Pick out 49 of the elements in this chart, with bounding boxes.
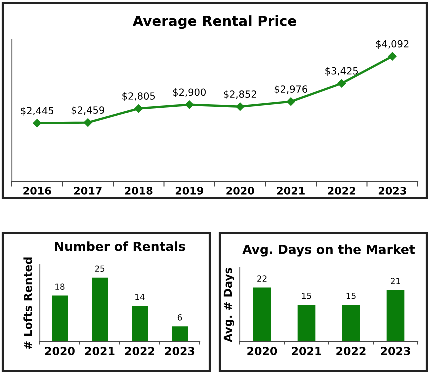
x-tick-label: 2023 — [381, 347, 410, 356]
data-label: 6 — [178, 314, 182, 321]
chart-title: Avg. Days on the Market — [242, 244, 416, 257]
x-tick-label: 2021 — [292, 347, 322, 356]
x-tick-label: 2021 — [277, 187, 305, 195]
point — [286, 98, 296, 106]
bar — [132, 306, 148, 342]
chart-title: Number of Rentals — [55, 242, 186, 252]
y-axis-title: # Lofts Rented — [24, 258, 32, 350]
point — [236, 102, 245, 111]
x-tick-label: 2022 — [328, 187, 356, 195]
data-label: 21 — [391, 278, 400, 284]
x-tick-label: 2022 — [336, 347, 366, 356]
data-label: $2,459 — [72, 106, 104, 116]
bar — [52, 296, 68, 342]
data-label: $2,852 — [224, 90, 256, 100]
x-tick-label: 2016 — [24, 187, 52, 195]
x-tick-label: 2020 — [45, 347, 75, 356]
data-label: 15 — [346, 293, 356, 300]
x-tick-label: 2023 — [165, 347, 195, 356]
x-tick-label: 2022 — [125, 347, 154, 356]
point — [185, 100, 194, 110]
bar — [172, 326, 188, 342]
data-label: 18 — [56, 284, 65, 290]
x-tick-label: 2019 — [176, 187, 204, 195]
data-label: 14 — [136, 294, 145, 300]
data-label: $4,092 — [376, 40, 409, 50]
x-tick-label: 2020 — [226, 187, 254, 195]
point — [134, 104, 144, 113]
x-tick-label: 2018 — [125, 187, 153, 195]
chart-title: Average Rental Price — [132, 16, 296, 30]
point — [388, 52, 397, 61]
y-axis-title: Avg. # Days — [224, 268, 234, 342]
point — [338, 79, 346, 88]
data-label: $3,425 — [326, 67, 358, 76]
data-label: 25 — [95, 266, 105, 272]
point — [84, 118, 92, 127]
x-tick-label: 2020 — [248, 347, 278, 356]
data-label: 22 — [258, 276, 267, 282]
data-label: $2,900 — [173, 88, 206, 98]
x-tick-label: 2017 — [74, 187, 102, 195]
x-tick-label: 2023 — [378, 187, 406, 195]
data-label: $2,805 — [122, 92, 156, 102]
bar — [92, 278, 108, 342]
data-label: $2,976 — [274, 85, 308, 94]
point — [33, 119, 42, 128]
data-label: 15 — [302, 293, 312, 300]
x-tick-label: 2021 — [85, 347, 115, 356]
data-label: $2,445 — [21, 107, 54, 116]
